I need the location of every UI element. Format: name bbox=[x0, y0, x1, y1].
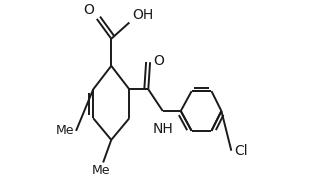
Text: Me: Me bbox=[92, 164, 111, 177]
Text: Cl: Cl bbox=[234, 144, 248, 158]
Text: O: O bbox=[153, 54, 164, 68]
Text: O: O bbox=[83, 3, 94, 17]
Text: OH: OH bbox=[132, 8, 153, 22]
Text: Me: Me bbox=[56, 124, 74, 137]
Text: NH: NH bbox=[152, 122, 173, 136]
